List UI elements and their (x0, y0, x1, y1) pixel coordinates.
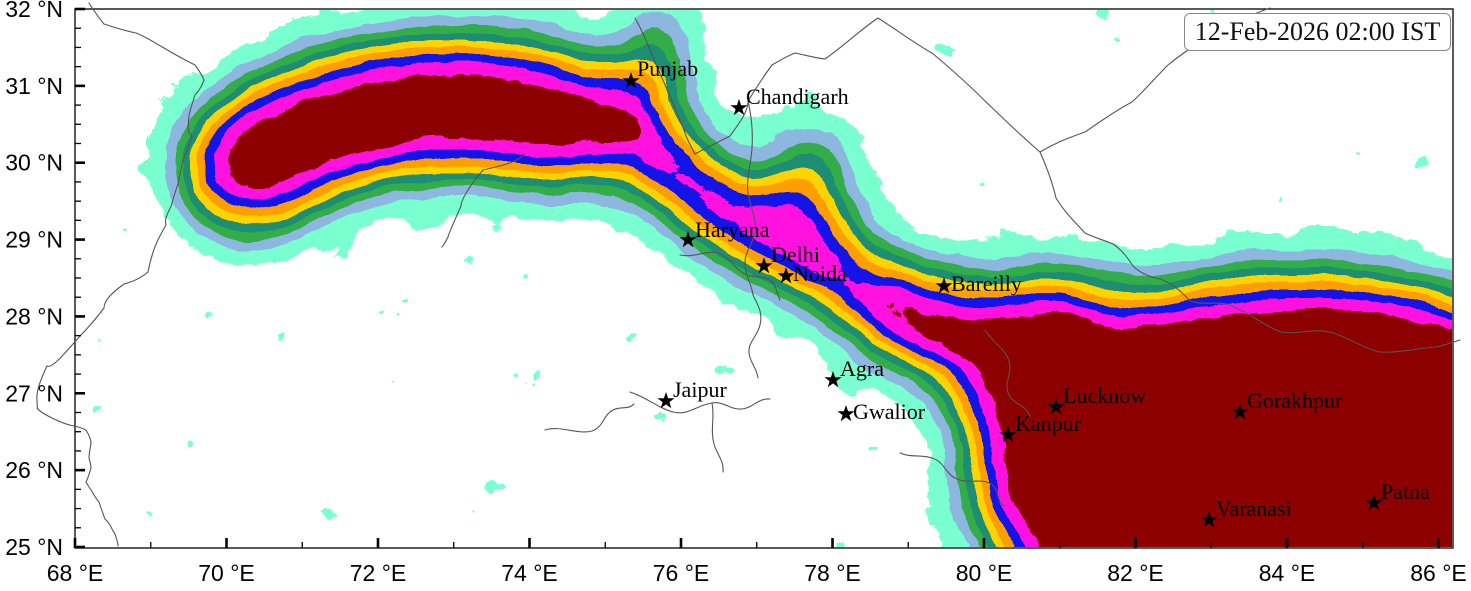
svg-text:Haryana: Haryana (695, 217, 770, 242)
svg-text:74 °E: 74 °E (501, 560, 558, 586)
svg-text:Noida: Noida (793, 261, 847, 286)
svg-text:28 °N: 28 °N (5, 303, 63, 329)
svg-text:68 °E: 68 °E (47, 560, 104, 586)
svg-text:Bareilly: Bareilly (951, 271, 1022, 296)
svg-text:Lucknow: Lucknow (1063, 383, 1146, 408)
svg-text:84 °E: 84 °E (1259, 560, 1316, 586)
svg-text:Kanpur: Kanpur (1015, 411, 1082, 436)
svg-text:76 °E: 76 °E (653, 560, 710, 586)
svg-text:30 °N: 30 °N (5, 150, 63, 176)
svg-text:Jaipur: Jaipur (673, 377, 727, 402)
svg-text:Gwalior: Gwalior (853, 399, 926, 424)
svg-text:78 °E: 78 °E (804, 560, 861, 586)
svg-text:Agra: Agra (840, 356, 884, 381)
svg-text:25 °N: 25 °N (5, 534, 63, 560)
svg-text:Varanasi: Varanasi (1216, 496, 1292, 521)
svg-text:82 °E: 82 °E (1107, 560, 1164, 586)
svg-text:26 °N: 26 °N (5, 457, 63, 483)
svg-text:70 °E: 70 °E (198, 560, 255, 586)
svg-text:Patna: Patna (1381, 479, 1430, 504)
svg-text:72 °E: 72 °E (350, 560, 407, 586)
svg-text:Chandigarh: Chandigarh (746, 84, 849, 109)
svg-text:80 °E: 80 °E (956, 560, 1013, 586)
svg-text:86 °E: 86 °E (1410, 560, 1467, 586)
svg-text:29 °N: 29 °N (5, 227, 63, 253)
svg-text:Gorakhpur: Gorakhpur (1247, 388, 1343, 413)
svg-text:Punjab: Punjab (637, 56, 698, 81)
svg-text:32 °N: 32 °N (5, 0, 63, 22)
svg-text:31 °N: 31 °N (5, 73, 63, 99)
svg-text:27 °N: 27 °N (5, 380, 63, 406)
